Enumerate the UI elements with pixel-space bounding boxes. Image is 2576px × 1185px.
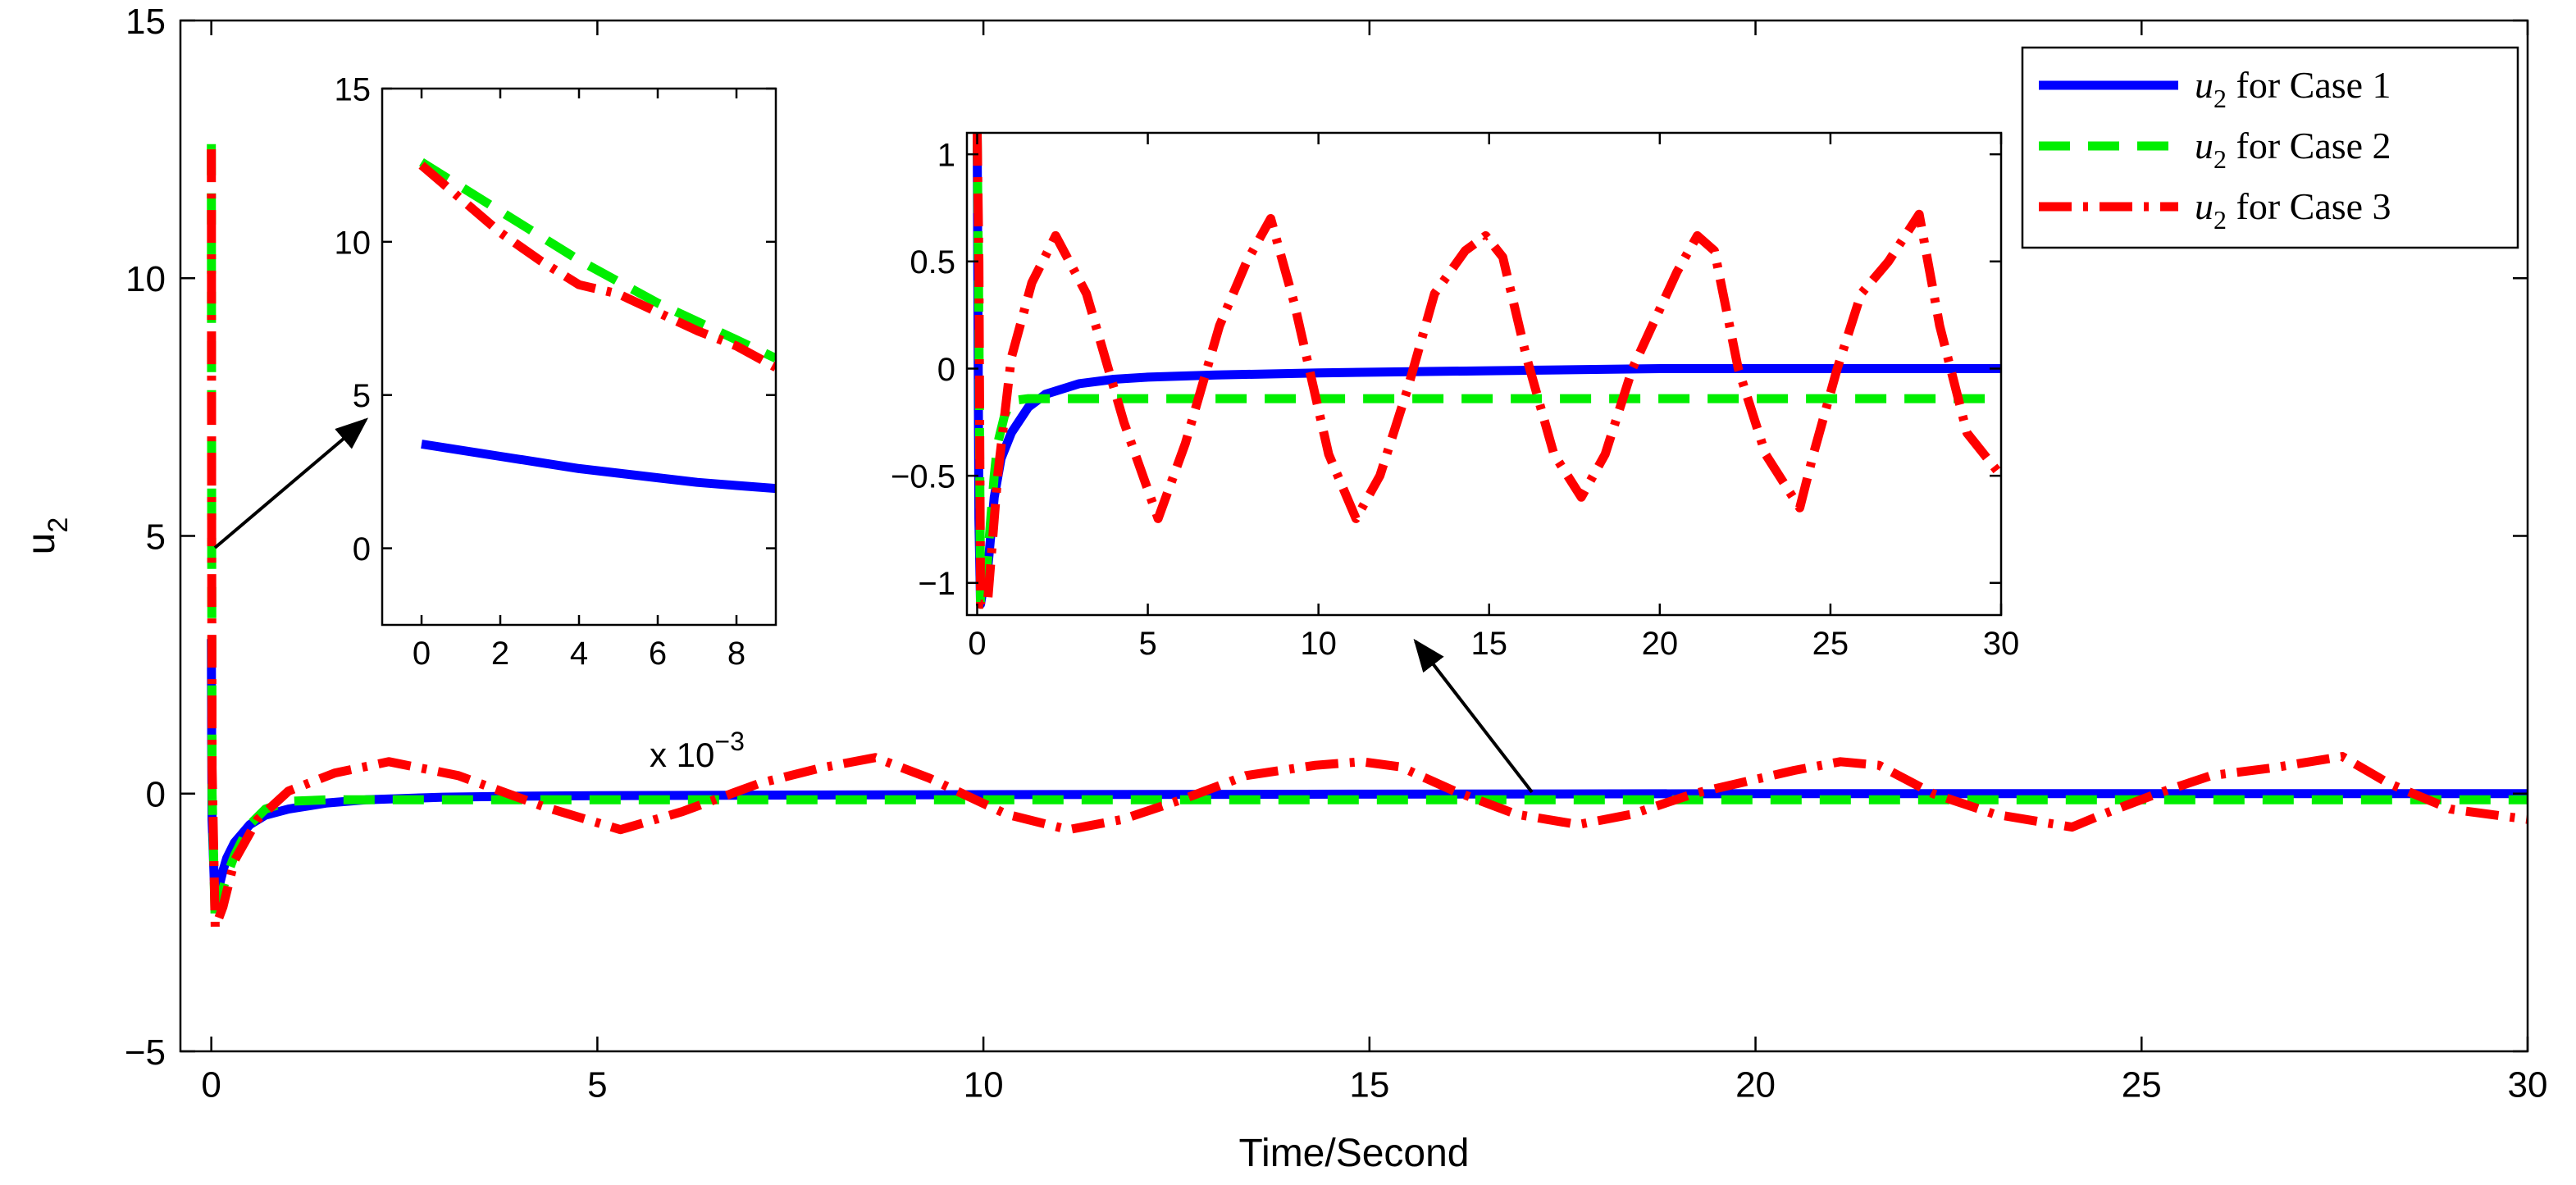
inset-left-series-group (418, 158, 776, 494)
inset-right-ytick-label: 0.5 (910, 244, 955, 280)
inset-right-series-case2-line (973, 133, 2001, 609)
inset-right-series-case3-line (973, 133, 2001, 609)
legend-label-case2: u2 for Case 2 (2195, 125, 2391, 174)
inset-right-ytick-label: −1 (918, 566, 955, 602)
zoom-arrow-left (213, 417, 369, 549)
inset-right-xtick-label: 0 (968, 626, 986, 662)
inset-left-ytick-label: 15 (335, 71, 372, 107)
inset-right-series-group (973, 133, 2001, 609)
legend-label-case3: u2 for Case 3 (2195, 185, 2391, 235)
main-ytick-label: 5 (146, 517, 166, 557)
inset-right-panel: 0 5 10 15 20 25 30 −1 −0.5 0 0.5 1 (891, 131, 2020, 662)
legend-label-symbol: u (2195, 64, 2214, 106)
legend-label-symbol: u (2195, 185, 2214, 227)
main-xtick-label: 5 (587, 1064, 607, 1105)
main-series-case2-line (207, 144, 2528, 927)
legend-label-subscript: 2 (2214, 144, 2227, 174)
inset-right-axes-frame (965, 131, 2003, 617)
inset-right-ytick-label: 0 (937, 352, 955, 388)
inset-left-series-case1-line (421, 440, 776, 494)
inset-right-xtick-label: 30 (1983, 626, 2020, 662)
inset-right-xtick-label: 15 (1470, 626, 1507, 662)
inset-right-xtick-label: 20 (1642, 626, 1679, 662)
main-ytick-label: 0 (146, 775, 166, 815)
legend-label-subscript: 2 (2214, 205, 2227, 235)
inset-left-xtick-label: 4 (570, 636, 588, 672)
legend-label-case1: u2 for Case 1 (2195, 64, 2391, 113)
zoom-arrows (213, 417, 1534, 794)
main-y-axis-label: u2 (20, 517, 74, 555)
inset-left-xtick-label: 2 (491, 636, 509, 672)
zoom-arrow-right (1413, 638, 1534, 794)
legend-label-text: for Case 1 (2227, 64, 2391, 106)
inset-left-series-case2-line (419, 158, 776, 362)
main-xtick-label: 25 (2122, 1064, 2162, 1105)
main-ytick-label: 15 (125, 2, 166, 42)
inset-left-xtick-label: 6 (649, 636, 667, 672)
inset-left-plot-area (382, 89, 776, 625)
main-ytick-label: −5 (125, 1032, 166, 1073)
inset-left-xtick-label: 8 (727, 636, 745, 672)
inset-left-xtick-label: 0 (413, 636, 431, 672)
inset-left-ytick-label: 10 (335, 225, 372, 261)
inset-left-ytick-label: 5 (353, 378, 371, 414)
inset-right-ytick-label: −0.5 (891, 459, 955, 495)
main-y-axis-label-base: u (20, 533, 63, 555)
inset-left-x-multiplier: x 10−3 (650, 727, 745, 774)
main-xtick-label: 20 (1735, 1064, 1776, 1105)
main-y-axis-label-subscript: 2 (43, 517, 74, 533)
inset-right-xtick-label: 5 (1138, 626, 1156, 662)
main-xtick-label: 10 (964, 1064, 1004, 1105)
legend-label-symbol: u (2195, 125, 2214, 166)
legend: u2 for Case 1u2 for Case 2u2 for Case 3 (2021, 46, 2519, 249)
inset-left-x-multiplier-exponent: −3 (714, 727, 744, 756)
main-xtick-label: 0 (201, 1064, 221, 1105)
inset-right-xtick-label: 25 (1812, 626, 1849, 662)
inset-left-ytick-label: 0 (353, 531, 371, 567)
inset-right-xtick-label: 10 (1300, 626, 1337, 662)
inset-left-series-case3-line (418, 162, 776, 371)
inset-left-x-multiplier-base: x 10 (650, 736, 714, 774)
main-x-axis-label: Time/Second (1238, 1132, 1469, 1175)
main-ytick-label: 10 (125, 259, 166, 299)
legend-label-text: for Case 2 (2227, 125, 2391, 166)
legend-label-subscript: 2 (2214, 84, 2227, 113)
main-series-group (207, 144, 2528, 932)
main-xtick-label: 15 (1349, 1064, 1389, 1105)
inset-left-panel: 0 2 4 6 8 0 5 10 15 x 10−3 (335, 71, 777, 774)
main-xtick-label: 30 (2508, 1064, 2548, 1105)
inset-right-ytick-label: 1 (937, 138, 955, 174)
main-series-case3-line (207, 149, 2528, 932)
legend-label-text: for Case 3 (2227, 185, 2391, 227)
